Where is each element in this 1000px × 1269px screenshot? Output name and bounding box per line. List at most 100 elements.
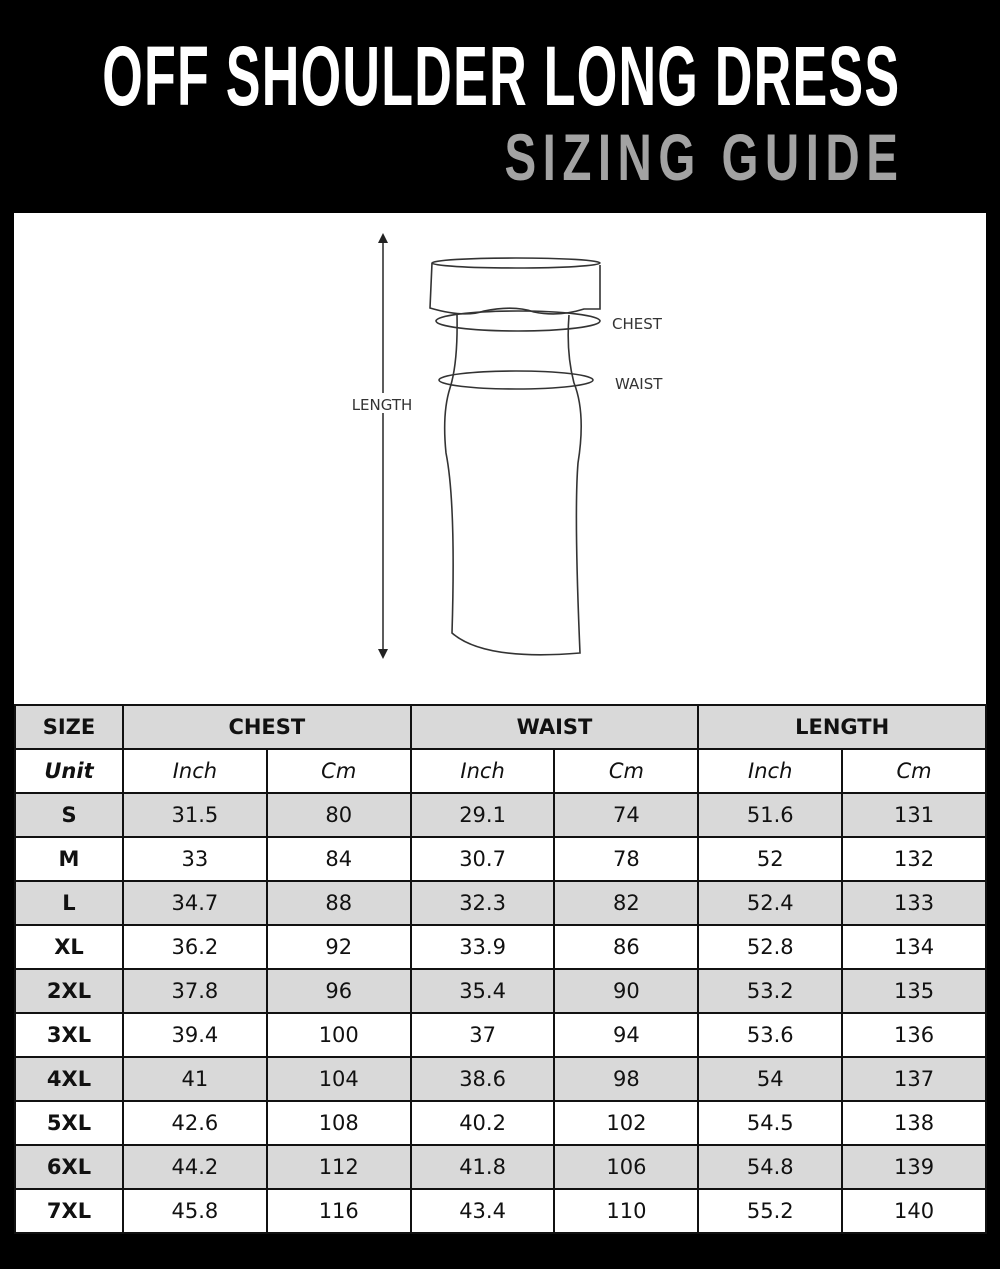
value-cell: 98 — [553, 1056, 700, 1102]
size-cell: S — [14, 792, 124, 838]
value-cell: 134 — [841, 924, 987, 970]
value-cell: 41.8 — [409, 1144, 556, 1190]
value-cell: 116 — [265, 1188, 412, 1234]
value-cell: 54 — [697, 1056, 844, 1102]
value-cell: 53.6 — [697, 1012, 844, 1058]
value-cell: 55.2 — [697, 1188, 844, 1234]
unit-row: Unit Inch Cm Inch Cm Inch Cm — [14, 748, 987, 794]
value-cell: 54.5 — [697, 1100, 844, 1146]
dress-diagram-panel: LENGTH CHEST WAIST — [14, 213, 986, 704]
size-cell: 3XL — [14, 1012, 124, 1058]
size-cell: 6XL — [14, 1144, 124, 1190]
value-cell: 53.2 — [697, 968, 844, 1014]
value-cell: 44.2 — [122, 1144, 268, 1190]
value-cell: 78 — [553, 836, 700, 882]
size-cell: M — [14, 836, 124, 882]
value-cell: 102 — [553, 1100, 700, 1146]
value-cell: 133 — [841, 880, 987, 926]
chest-label: CHEST — [612, 315, 663, 333]
table-row: L 34.7 88 32.3 82 52.4 133 — [14, 880, 987, 926]
unit-cell: Cm — [841, 748, 987, 794]
value-cell: 39.4 — [122, 1012, 268, 1058]
value-cell: 37.8 — [122, 968, 268, 1014]
size-cell: 4XL — [14, 1056, 124, 1102]
table-row: 4XL 41 104 38.6 98 54 137 — [14, 1056, 987, 1102]
value-cell: 136 — [841, 1012, 987, 1058]
unit-cell: Cm — [265, 748, 412, 794]
value-cell: 80 — [265, 792, 412, 838]
value-cell: 112 — [265, 1144, 412, 1190]
value-cell: 33.9 — [409, 924, 556, 970]
value-cell: 138 — [841, 1100, 987, 1146]
value-cell: 32.3 — [409, 880, 556, 926]
page-title: OFF SHOULDER LONG DRESS — [101, 29, 900, 123]
value-cell: 92 — [265, 924, 412, 970]
table-row: XL 36.2 92 33.9 86 52.8 134 — [14, 924, 987, 970]
value-cell: 94 — [553, 1012, 700, 1058]
value-cell: 96 — [265, 968, 412, 1014]
table-row: 2XL 37.8 96 35.4 90 53.2 135 — [14, 968, 987, 1014]
value-cell: 51.6 — [697, 792, 844, 838]
value-cell: 132 — [841, 836, 987, 882]
size-chart-table: SIZE CHEST WAIST LENGTH Unit Inch Cm Inc… — [14, 704, 987, 1234]
unit-cell: Inch — [409, 748, 556, 794]
waist-measure-line — [438, 370, 594, 390]
unit-cell: Inch — [697, 748, 844, 794]
size-cell: XL — [14, 924, 124, 970]
size-header: SIZE — [14, 704, 124, 750]
size-cell: 7XL — [14, 1188, 124, 1234]
waist-label: WAIST — [615, 375, 663, 393]
value-cell: 90 — [553, 968, 700, 1014]
table-row: M 33 84 30.7 78 52 132 — [14, 836, 987, 882]
chest-header: CHEST — [122, 704, 412, 750]
length-header: LENGTH — [697, 704, 987, 750]
value-cell: 40.2 — [409, 1100, 556, 1146]
value-cell: 37 — [409, 1012, 556, 1058]
value-cell: 104 — [265, 1056, 412, 1102]
value-cell: 54.8 — [697, 1144, 844, 1190]
arrow-down-icon — [378, 649, 388, 659]
value-cell: 110 — [553, 1188, 700, 1234]
value-cell: 34.7 — [122, 880, 268, 926]
value-cell: 52 — [697, 836, 844, 882]
value-cell: 84 — [265, 836, 412, 882]
value-cell: 29.1 — [409, 792, 556, 838]
value-cell: 74 — [553, 792, 700, 838]
value-cell: 82 — [553, 880, 700, 926]
value-cell: 35.4 — [409, 968, 556, 1014]
value-cell: 52.4 — [697, 880, 844, 926]
waist-header: WAIST — [409, 704, 700, 750]
value-cell: 30.7 — [409, 836, 556, 882]
value-cell: 45.8 — [122, 1188, 268, 1234]
value-cell: 140 — [841, 1188, 987, 1234]
value-cell: 139 — [841, 1144, 987, 1190]
value-cell: 135 — [841, 968, 987, 1014]
size-cell: 5XL — [14, 1100, 124, 1146]
value-cell: 38.6 — [409, 1056, 556, 1102]
value-cell: 36.2 — [122, 924, 268, 970]
value-cell: 100 — [265, 1012, 412, 1058]
table-row: 7XL 45.8 116 43.4 110 55.2 140 — [14, 1188, 987, 1234]
table-row: 6XL 44.2 112 41.8 106 54.8 139 — [14, 1144, 987, 1190]
value-cell: 131 — [841, 792, 987, 838]
unit-label: Unit — [14, 748, 124, 794]
unit-cell: Inch — [122, 748, 268, 794]
value-cell: 33 — [122, 836, 268, 882]
value-cell: 43.4 — [409, 1188, 556, 1234]
table-row: S 31.5 80 29.1 74 51.6 131 — [14, 792, 987, 838]
size-cell: 2XL — [14, 968, 124, 1014]
value-cell: 106 — [553, 1144, 700, 1190]
length-label: LENGTH — [352, 396, 413, 414]
value-cell: 42.6 — [122, 1100, 268, 1146]
value-cell: 52.8 — [697, 924, 844, 970]
arrow-up-icon — [378, 233, 388, 243]
value-cell: 31.5 — [122, 792, 268, 838]
value-cell: 86 — [553, 924, 700, 970]
dress-body — [443, 314, 582, 656]
value-cell: 108 — [265, 1100, 412, 1146]
table-header-row: SIZE CHEST WAIST LENGTH — [14, 704, 987, 750]
size-cell: L — [14, 880, 124, 926]
value-cell: 41 — [122, 1056, 268, 1102]
page-subtitle: SIZING GUIDE — [504, 120, 904, 194]
unit-cell: Cm — [553, 748, 700, 794]
